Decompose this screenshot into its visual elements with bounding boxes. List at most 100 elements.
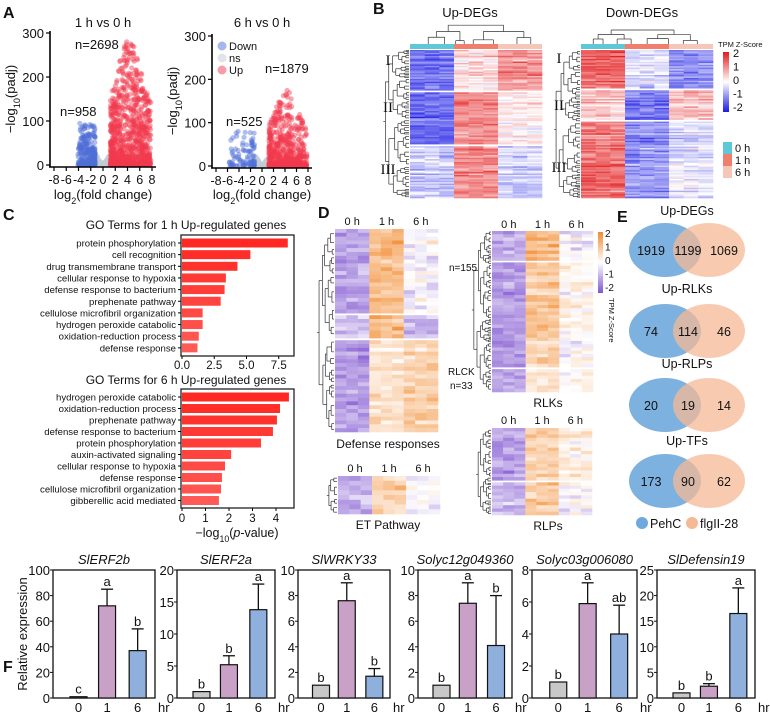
point-ns [103, 161, 109, 167]
heatmap-cell [426, 271, 439, 276]
heatmap-cell [415, 315, 427, 320]
point-ns [104, 157, 110, 163]
heatmap-cell [424, 139, 440, 142]
go-term-label: defense response [100, 473, 176, 484]
heatmap-cell [439, 58, 455, 61]
heatmap-cell [357, 267, 370, 272]
heatmap-cell [424, 159, 440, 161]
heatmap-cell [410, 54, 425, 56]
heatmap-cell [410, 121, 425, 123]
x-tick-label: 8 [305, 174, 312, 188]
heatmap-cell [454, 75, 469, 78]
x-tick-label: 7.5 [271, 360, 287, 372]
heatmap-cell [357, 366, 370, 371]
point-up [122, 112, 128, 118]
point-up [146, 160, 152, 166]
heatmap-cell [335, 309, 347, 314]
heatmap-cell [403, 263, 416, 268]
heatmap-cell [403, 282, 416, 287]
point-ns [97, 161, 103, 167]
heatmap-cell [527, 166, 543, 168]
count-annotation-up: n=2698 [75, 37, 119, 52]
heatmap-cell [369, 315, 381, 320]
heatmap-cell [335, 322, 347, 327]
point-down [83, 148, 89, 154]
heatmap-cell [346, 363, 359, 368]
point-up [277, 110, 283, 116]
heatmap-cell [410, 139, 425, 142]
heatmap-cell [468, 132, 484, 135]
heatmap-cell [403, 290, 416, 295]
point-up [287, 105, 293, 111]
heatmap-cell [392, 278, 404, 283]
heatmap-cell [380, 340, 393, 345]
point-ns [105, 156, 111, 162]
point-up [121, 99, 127, 105]
point-ns [107, 154, 113, 161]
heatmap-cell [380, 267, 393, 272]
heatmap-cell [581, 118, 596, 120]
point-ns [108, 156, 114, 162]
heatmap-cell [512, 173, 528, 176]
point-ns [107, 160, 113, 166]
heatmap-cell [403, 232, 416, 237]
point-up [126, 74, 132, 80]
heatmap-cell [380, 259, 393, 264]
point-ns [103, 160, 109, 166]
heatmap-cell [498, 125, 513, 128]
point-ns [94, 162, 100, 168]
heatmap-cell [415, 271, 427, 276]
heatmap-cell [369, 229, 381, 234]
heatmap-cell [639, 86, 655, 89]
heatmap-cell [424, 187, 440, 190]
point-ns [106, 162, 112, 168]
point-ns [97, 159, 103, 165]
point-ns [93, 159, 100, 166]
x-tick-label: 6 [136, 173, 143, 187]
heatmap-cell [595, 86, 611, 89]
heatmap-cell [380, 347, 393, 352]
point-ns [106, 156, 112, 162]
point-ns [104, 157, 110, 163]
heatmap-cell [357, 334, 370, 339]
heatmap-cell [527, 54, 543, 56]
heatmap-cell [424, 87, 440, 90]
colorbar-tick: 0 [733, 75, 739, 87]
legend-label: ns [229, 53, 241, 65]
heatmap-cell [357, 274, 370, 279]
heatmap-cell [357, 252, 370, 257]
heatmap-cell [410, 65, 425, 68]
heatmap-cell [410, 149, 425, 151]
heatmap-cell [498, 103, 513, 106]
heatmap-cell [625, 196, 640, 199]
heatmap-cell [392, 232, 404, 237]
heatmap-cell [346, 240, 359, 245]
heatmap-cell [357, 229, 370, 234]
heatmap-cell [527, 80, 543, 82]
heatmap-cell [357, 326, 370, 331]
heatmap-cell [426, 252, 439, 257]
point-ns [102, 159, 108, 165]
heatmap-cell [369, 351, 381, 356]
heatmap-cell [424, 92, 440, 94]
heatmap-cell [512, 113, 528, 116]
go-bar [182, 473, 222, 482]
heatmap-cell [454, 185, 469, 187]
point-ns [91, 162, 97, 168]
point-ns [97, 161, 103, 167]
point-ns [103, 159, 109, 165]
heatmap-cell [410, 132, 425, 135]
point-ns [108, 150, 114, 156]
label-part: (padj) [3, 65, 18, 98]
heatmap-cell [346, 294, 359, 299]
heatmap-cell [424, 163, 440, 166]
heatmap-cell [498, 80, 513, 82]
point-up [139, 136, 145, 142]
point-down [239, 142, 246, 148]
heatmap-cell [346, 347, 359, 352]
heatmap-cell [369, 330, 381, 335]
point-up [122, 106, 128, 112]
point-up [126, 152, 132, 158]
heatmap-cell [415, 305, 427, 310]
heatmap-cell [439, 196, 455, 199]
